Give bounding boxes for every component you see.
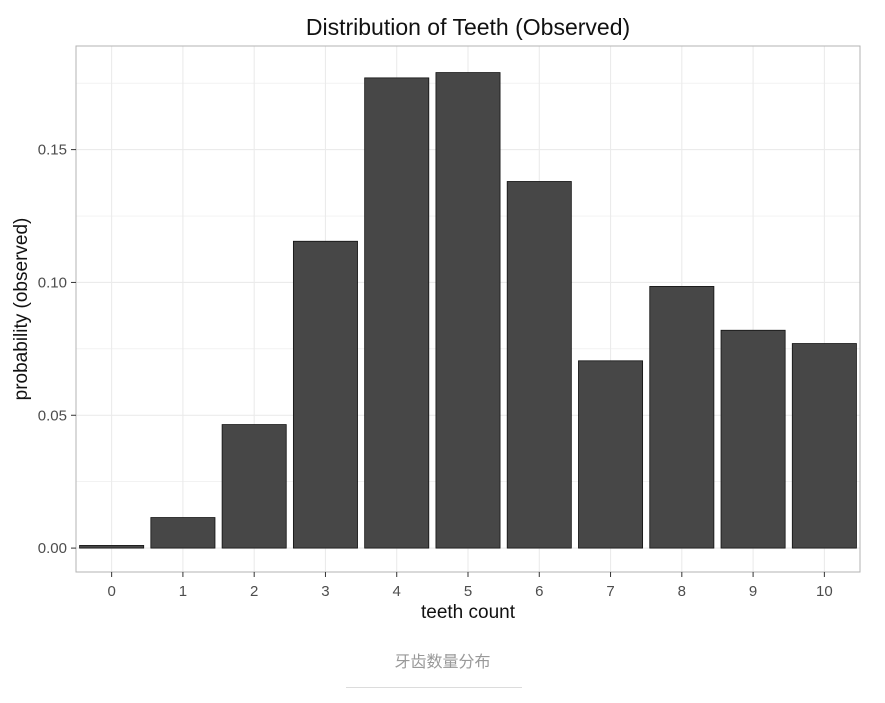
x-tick-label: 5: [464, 583, 472, 600]
bar-1: [150, 517, 216, 549]
bar-10: [791, 343, 857, 549]
x-axis-label: teeth count: [421, 602, 516, 623]
y-tick-label: 0.10: [38, 274, 67, 291]
axis-layer: 0.00 0.05 0.10 0.15 0 1 2 3 4 5 6 7 8 9 10: [38, 142, 833, 600]
bar-0: [79, 545, 145, 549]
bar-5: [435, 72, 501, 549]
bar-chart: 0.00 0.05 0.10 0.15 0 1 2 3 4 5 6 7 8 9 10 teeth count…: [11, 45, 861, 623]
y-tick-label: 0.00: [38, 540, 67, 557]
bar-9: [720, 329, 786, 549]
bar-4: [364, 77, 430, 549]
x-tick-label: 7: [606, 583, 614, 600]
bar-8: [649, 286, 715, 549]
x-tick-label: 6: [535, 583, 543, 600]
chart-title: Distribution of Teeth (Observed): [305, 14, 631, 40]
x-tick-label: 3: [321, 583, 329, 600]
x-tick-label: 9: [749, 583, 757, 600]
x-tick-label: 1: [179, 583, 187, 600]
x-tick-label: 10: [816, 583, 833, 600]
bar-layer: [79, 72, 857, 549]
x-tick-label: 4: [393, 583, 401, 600]
y-axis-label: probability (observed): [11, 218, 32, 401]
bar-7: [578, 360, 644, 549]
y-tick-label: 0.15: [38, 142, 67, 159]
x-tick-label: 0: [107, 583, 115, 600]
bar-3: [292, 240, 358, 549]
caption-divider: [346, 687, 522, 688]
bar-2: [221, 424, 287, 549]
x-tick-label: 2: [250, 583, 258, 600]
figure-caption: 牙齿数量分布: [394, 652, 491, 671]
y-tick-label: 0.05: [38, 407, 67, 424]
bar-6: [506, 181, 572, 549]
x-tick-label: 8: [678, 583, 686, 600]
